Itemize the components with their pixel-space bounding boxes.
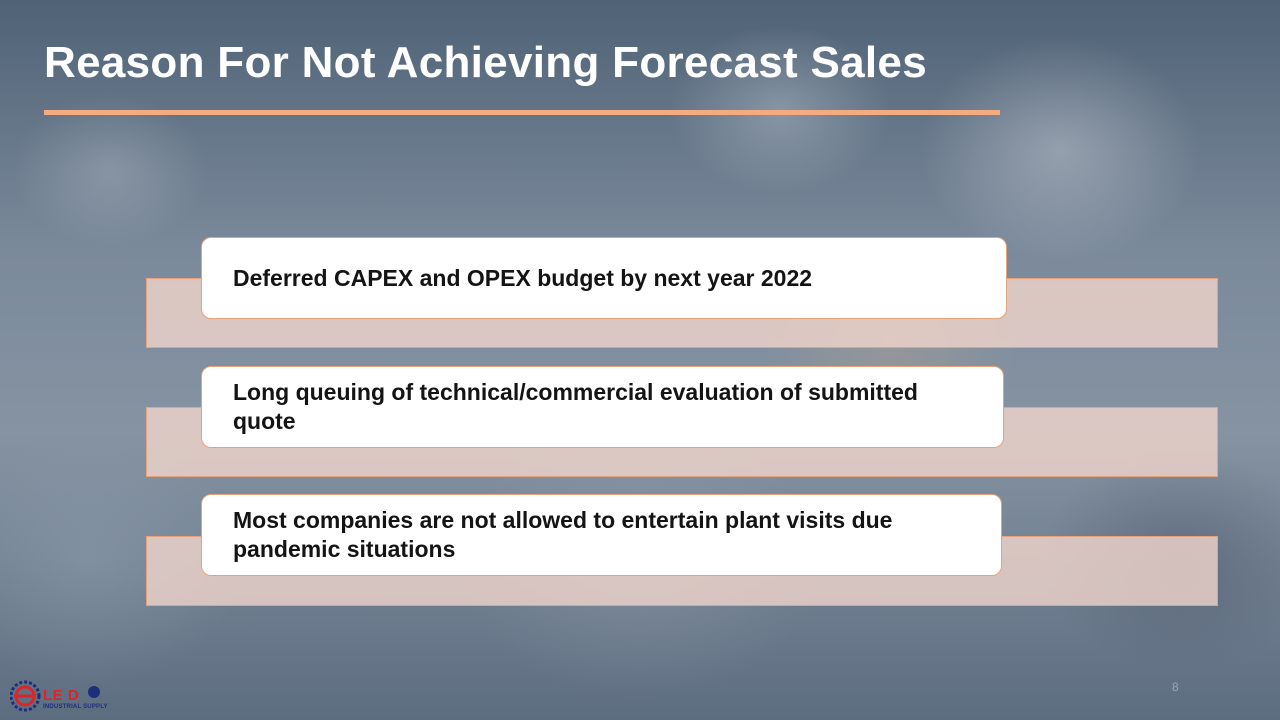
company-logo <box>10 680 100 712</box>
reason-text-3: Most companies are not allowed to entert… <box>233 507 893 562</box>
logo-wordmark: LE D <box>43 687 80 704</box>
page-number: 8 <box>1172 680 1179 694</box>
title-underline <box>44 110 1000 115</box>
reason-text-2: Long queuing of technical/commercial eva… <box>233 379 918 434</box>
logo-tagline: INDUSTRIAL SUPPLY <box>43 704 108 710</box>
slide-title: Reason For Not Achieving Forecast Sales <box>44 38 927 87</box>
reason-card-2: Long queuing of technical/commercial eva… <box>201 366 1004 448</box>
reason-card-3: Most companies are not allowed to entert… <box>201 494 1002 576</box>
reason-text-1: Deferred CAPEX and OPEX budget by next y… <box>233 264 813 291</box>
reason-card-1: Deferred CAPEX and OPEX budget by next y… <box>201 237 1007 319</box>
